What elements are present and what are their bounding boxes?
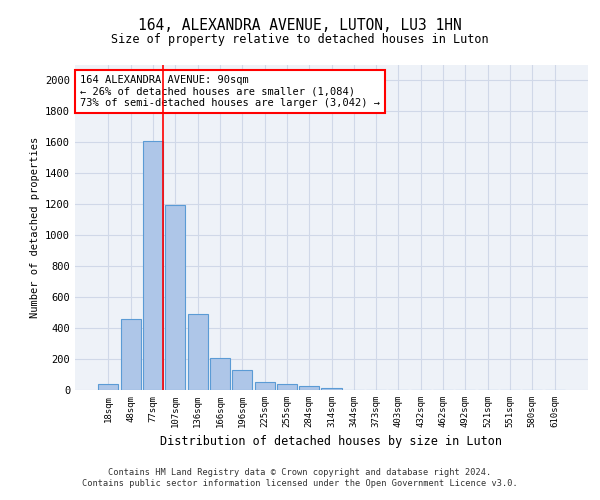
Bar [299, 386, 319, 390]
Bar [210, 358, 230, 390]
Text: Contains HM Land Registry data © Crown copyright and database right 2024.
Contai: Contains HM Land Registry data © Crown c… [82, 468, 518, 487]
X-axis label: Distribution of detached houses by size in Luton: Distribution of detached houses by size … [161, 436, 503, 448]
Bar [232, 370, 252, 390]
Bar [188, 314, 208, 390]
Bar [143, 141, 163, 390]
Text: Size of property relative to detached houses in Luton: Size of property relative to detached ho… [111, 32, 489, 46]
Text: 164, ALEXANDRA AVENUE, LUTON, LU3 1HN: 164, ALEXANDRA AVENUE, LUTON, LU3 1HN [138, 18, 462, 32]
Bar [98, 384, 118, 390]
Bar [254, 382, 275, 390]
Bar [165, 205, 185, 390]
Bar [322, 388, 341, 390]
Y-axis label: Number of detached properties: Number of detached properties [29, 137, 40, 318]
Text: 164 ALEXANDRA AVENUE: 90sqm
← 26% of detached houses are smaller (1,084)
73% of : 164 ALEXANDRA AVENUE: 90sqm ← 26% of det… [80, 74, 380, 108]
Bar [121, 319, 141, 390]
Bar [277, 384, 297, 390]
